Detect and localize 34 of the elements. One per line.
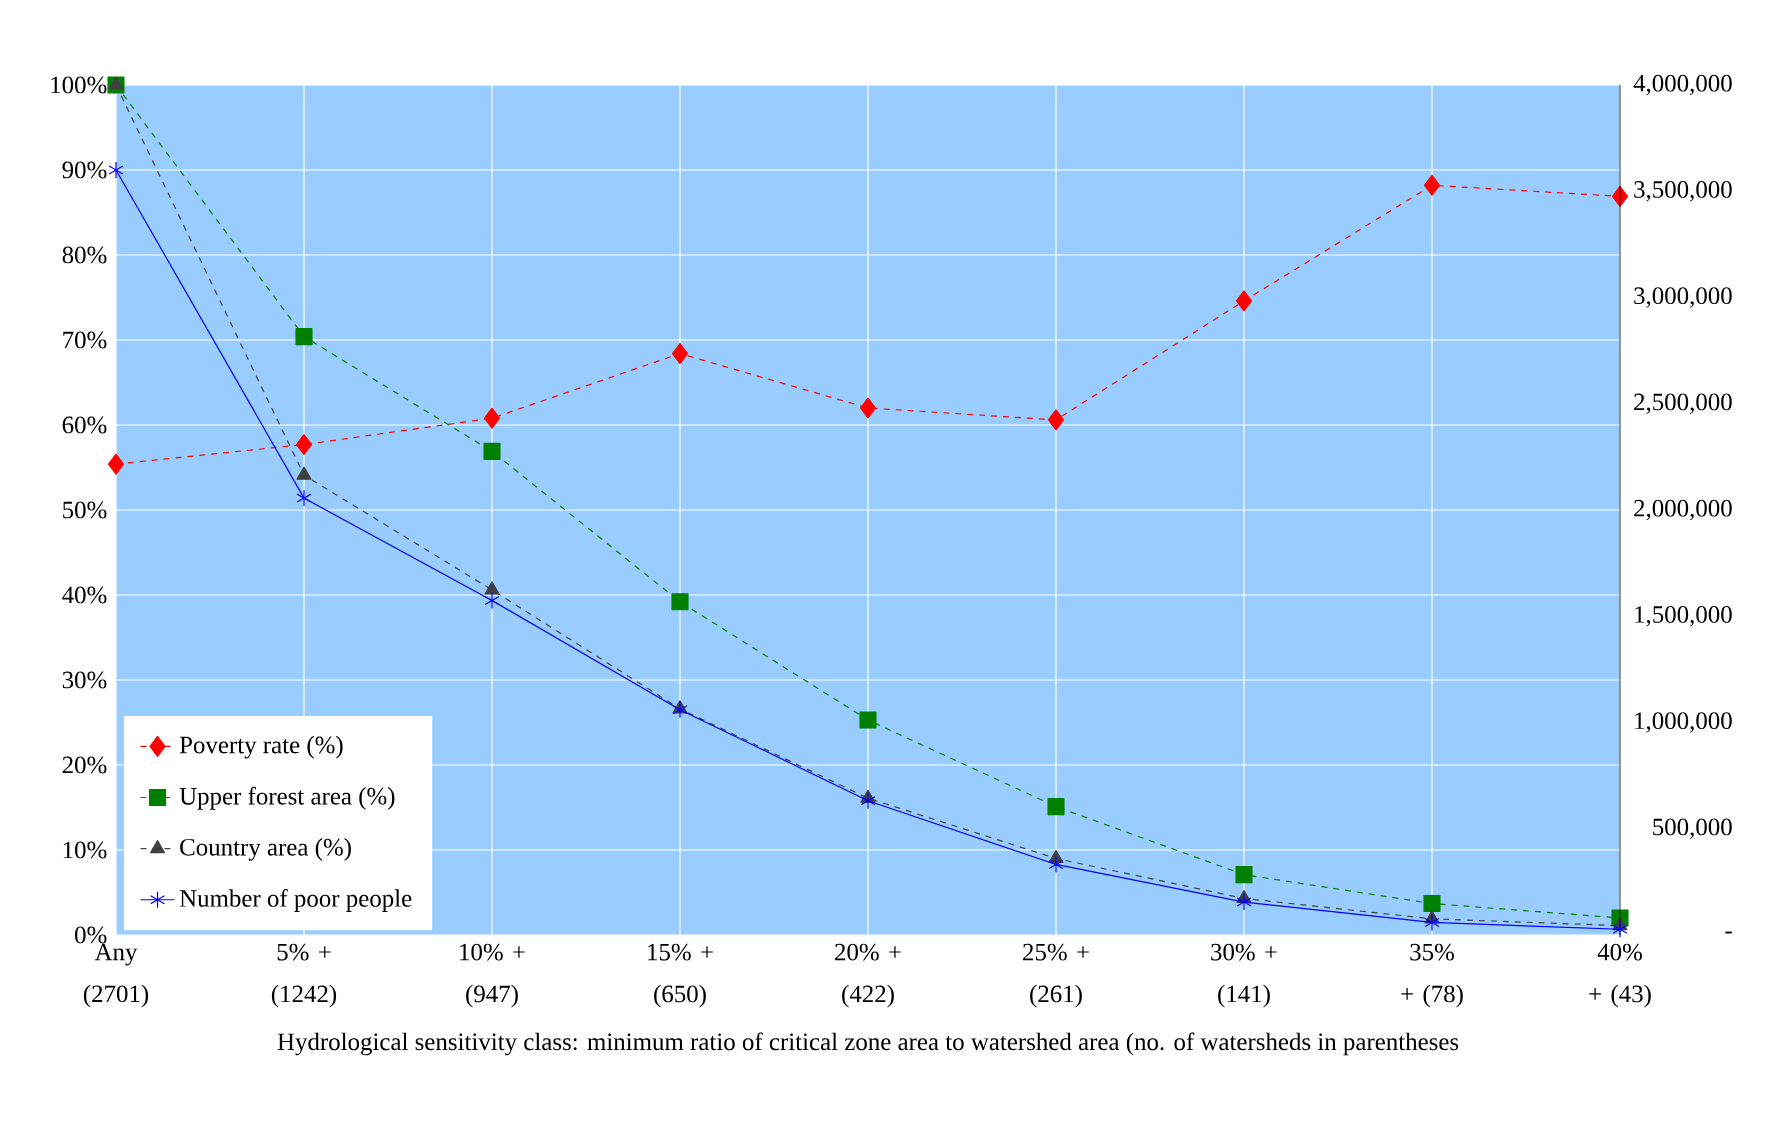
y2-tick-label: 4,000,000 xyxy=(1633,74,1732,96)
y2-tick-label: 1,500,000 xyxy=(1635,606,1732,627)
y-tick-label: 90% xyxy=(62,161,107,179)
x-tick-label: 10% + (947) xyxy=(460,943,525,1008)
y2-tick-label: 2,500,000 xyxy=(1634,393,1732,414)
y2-tick-label: 3,500,000 xyxy=(1634,181,1732,202)
y2-tick-label: 3,000,000 xyxy=(1634,287,1732,308)
legend-label: Poverty rate (%) xyxy=(179,735,343,759)
legend-label: Country area (%) xyxy=(180,838,351,861)
x-tick-label: 40% + (43) xyxy=(1589,943,1651,1008)
y-tick-label: 70% xyxy=(63,331,107,349)
y-tick-label: 30% xyxy=(62,671,107,689)
x-tick-label: 25% + (261) xyxy=(1023,943,1089,1008)
y-tick-label: 20% xyxy=(62,756,107,774)
y-tick-label: 50% xyxy=(63,501,107,519)
y2-tick-label: 2,000,000 xyxy=(1634,499,1732,521)
x-tick-label: 30% + (141) xyxy=(1211,943,1277,1008)
y-tick-label: 80% xyxy=(62,246,107,264)
y2-tick-label: 1,000,000 xyxy=(1635,712,1732,733)
y-tick-label: 0% xyxy=(75,926,107,944)
x-tick-label: 5% + (1242) xyxy=(271,943,337,1008)
x-tick-label: Any (2701) xyxy=(83,943,149,1008)
y-tick-label: 10% xyxy=(63,841,107,859)
x-tick-label: 15% + (650) xyxy=(648,943,713,1008)
y2-tick-label: - xyxy=(1725,931,1732,934)
x-tick-label: 20% + (422) xyxy=(835,943,901,1008)
y2-tick-label: 500,000 xyxy=(1653,818,1732,839)
y-tick-label: 40% xyxy=(62,586,107,604)
x-axis-title: Hydrological sensitivity class: minimum ratio of critical zone area to watershed area (no. of watersheds in parentheses xyxy=(277,1032,1459,1056)
y-tick-label: 100% xyxy=(51,76,107,94)
legend-label: Number of poor people xyxy=(179,889,412,912)
x-tick-label: 35% + (78) xyxy=(1401,943,1463,1008)
y-tick-label: 60% xyxy=(62,416,107,434)
legend-label: Upper forest area (%) xyxy=(179,786,395,810)
